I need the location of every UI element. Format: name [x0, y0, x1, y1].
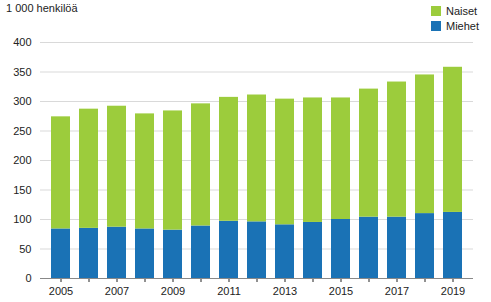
html-text:Naiset: Naiset	[446, 4, 478, 17]
svg-text:400: 400	[13, 36, 31, 48]
svg-text:2015: 2015	[329, 285, 353, 297]
html-text:Miehet: Miehet	[446, 19, 479, 32]
svg-text:350: 350	[13, 66, 31, 78]
svg-text:2017: 2017	[385, 285, 409, 297]
svg-text:200: 200	[13, 154, 31, 166]
svg-text:300: 300	[13, 95, 31, 107]
svg-text:2019: 2019	[441, 285, 465, 297]
svg-text:2007: 2007	[105, 285, 129, 297]
svg-text:2009: 2009	[161, 285, 185, 297]
html-text:1 000 henkilöä: 1 000 henkilöä	[6, 2, 78, 14]
svg-text:150: 150	[13, 184, 31, 196]
svg-text:2011: 2011	[217, 285, 241, 297]
svg-text:2013: 2013	[273, 285, 297, 297]
svg-text:250: 250	[13, 125, 31, 137]
svg-text:50: 50	[19, 243, 31, 255]
svg-text:100: 100	[13, 213, 31, 225]
svg-text:0: 0	[25, 272, 31, 284]
svg-text:2005: 2005	[49, 285, 73, 297]
